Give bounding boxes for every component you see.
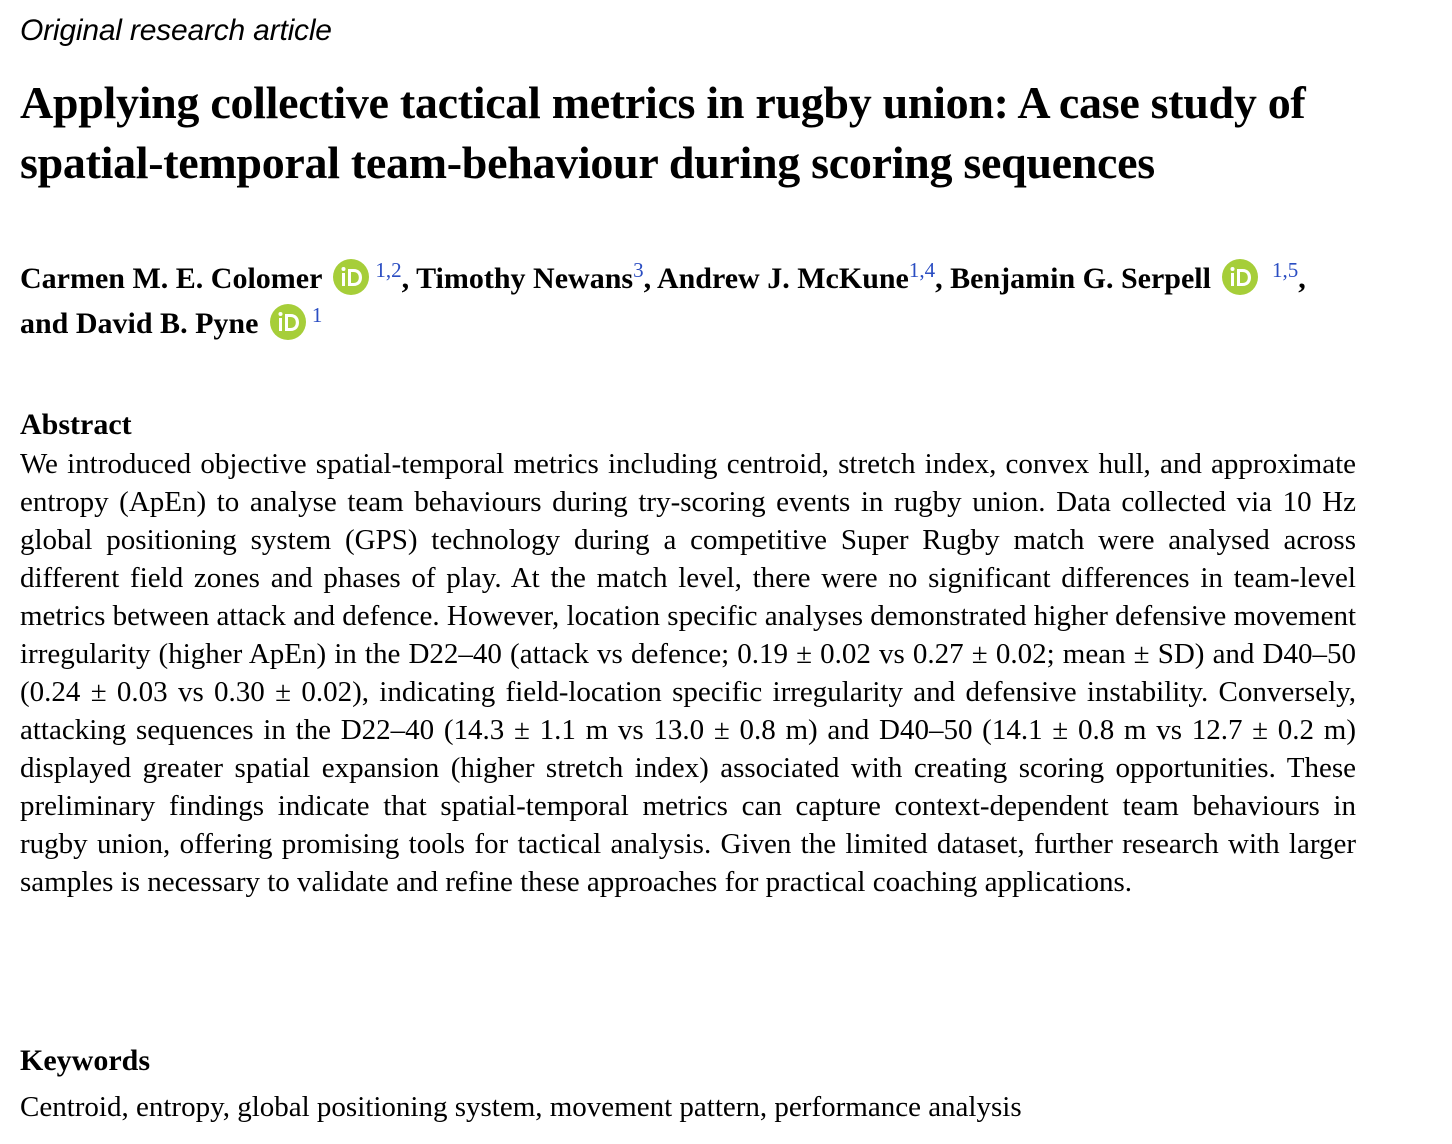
affiliation-ref[interactable]: 1,4 — [908, 258, 936, 282]
author-separator: , and — [20, 262, 1306, 340]
author-separator: , — [401, 262, 417, 295]
author-name: Timothy Newans — [416, 262, 634, 295]
author-name: Andrew J. McKune — [656, 262, 909, 295]
abstract-heading: Abstract — [20, 408, 132, 441]
article-title: Applying collective tactical metrics in … — [20, 77, 1306, 188]
affiliation-ref[interactable]: 3 — [633, 258, 644, 282]
affiliation-ref[interactable]: 1 — [311, 303, 323, 327]
orcid-icon[interactable] — [269, 304, 306, 340]
orcid-icon[interactable] — [333, 259, 370, 295]
author-name: Benjamin G. Serpell — [950, 262, 1211, 295]
author-name: Carmen M. E. Colomer — [20, 262, 322, 295]
author-list: Carmen M. E. Colomer 1,2, Timothy Newans… — [20, 256, 1356, 346]
article-type: Original research article — [20, 14, 332, 47]
orcid-icon[interactable] — [1222, 259, 1259, 295]
keywords-heading: Keywords — [20, 1044, 150, 1077]
keywords-text: Centroid, entropy, global positioning sy… — [20, 1091, 1022, 1123]
affiliation-ref[interactable]: 1,2 — [375, 258, 402, 282]
author-separator: , — [935, 262, 951, 295]
author-separator: , — [643, 262, 657, 295]
abstract-text: We introduced objective spatial-temporal… — [20, 448, 1356, 898]
author-name: David B. Pyne — [75, 307, 259, 340]
affiliation-ref[interactable]: 1,5 — [1271, 258, 1299, 282]
